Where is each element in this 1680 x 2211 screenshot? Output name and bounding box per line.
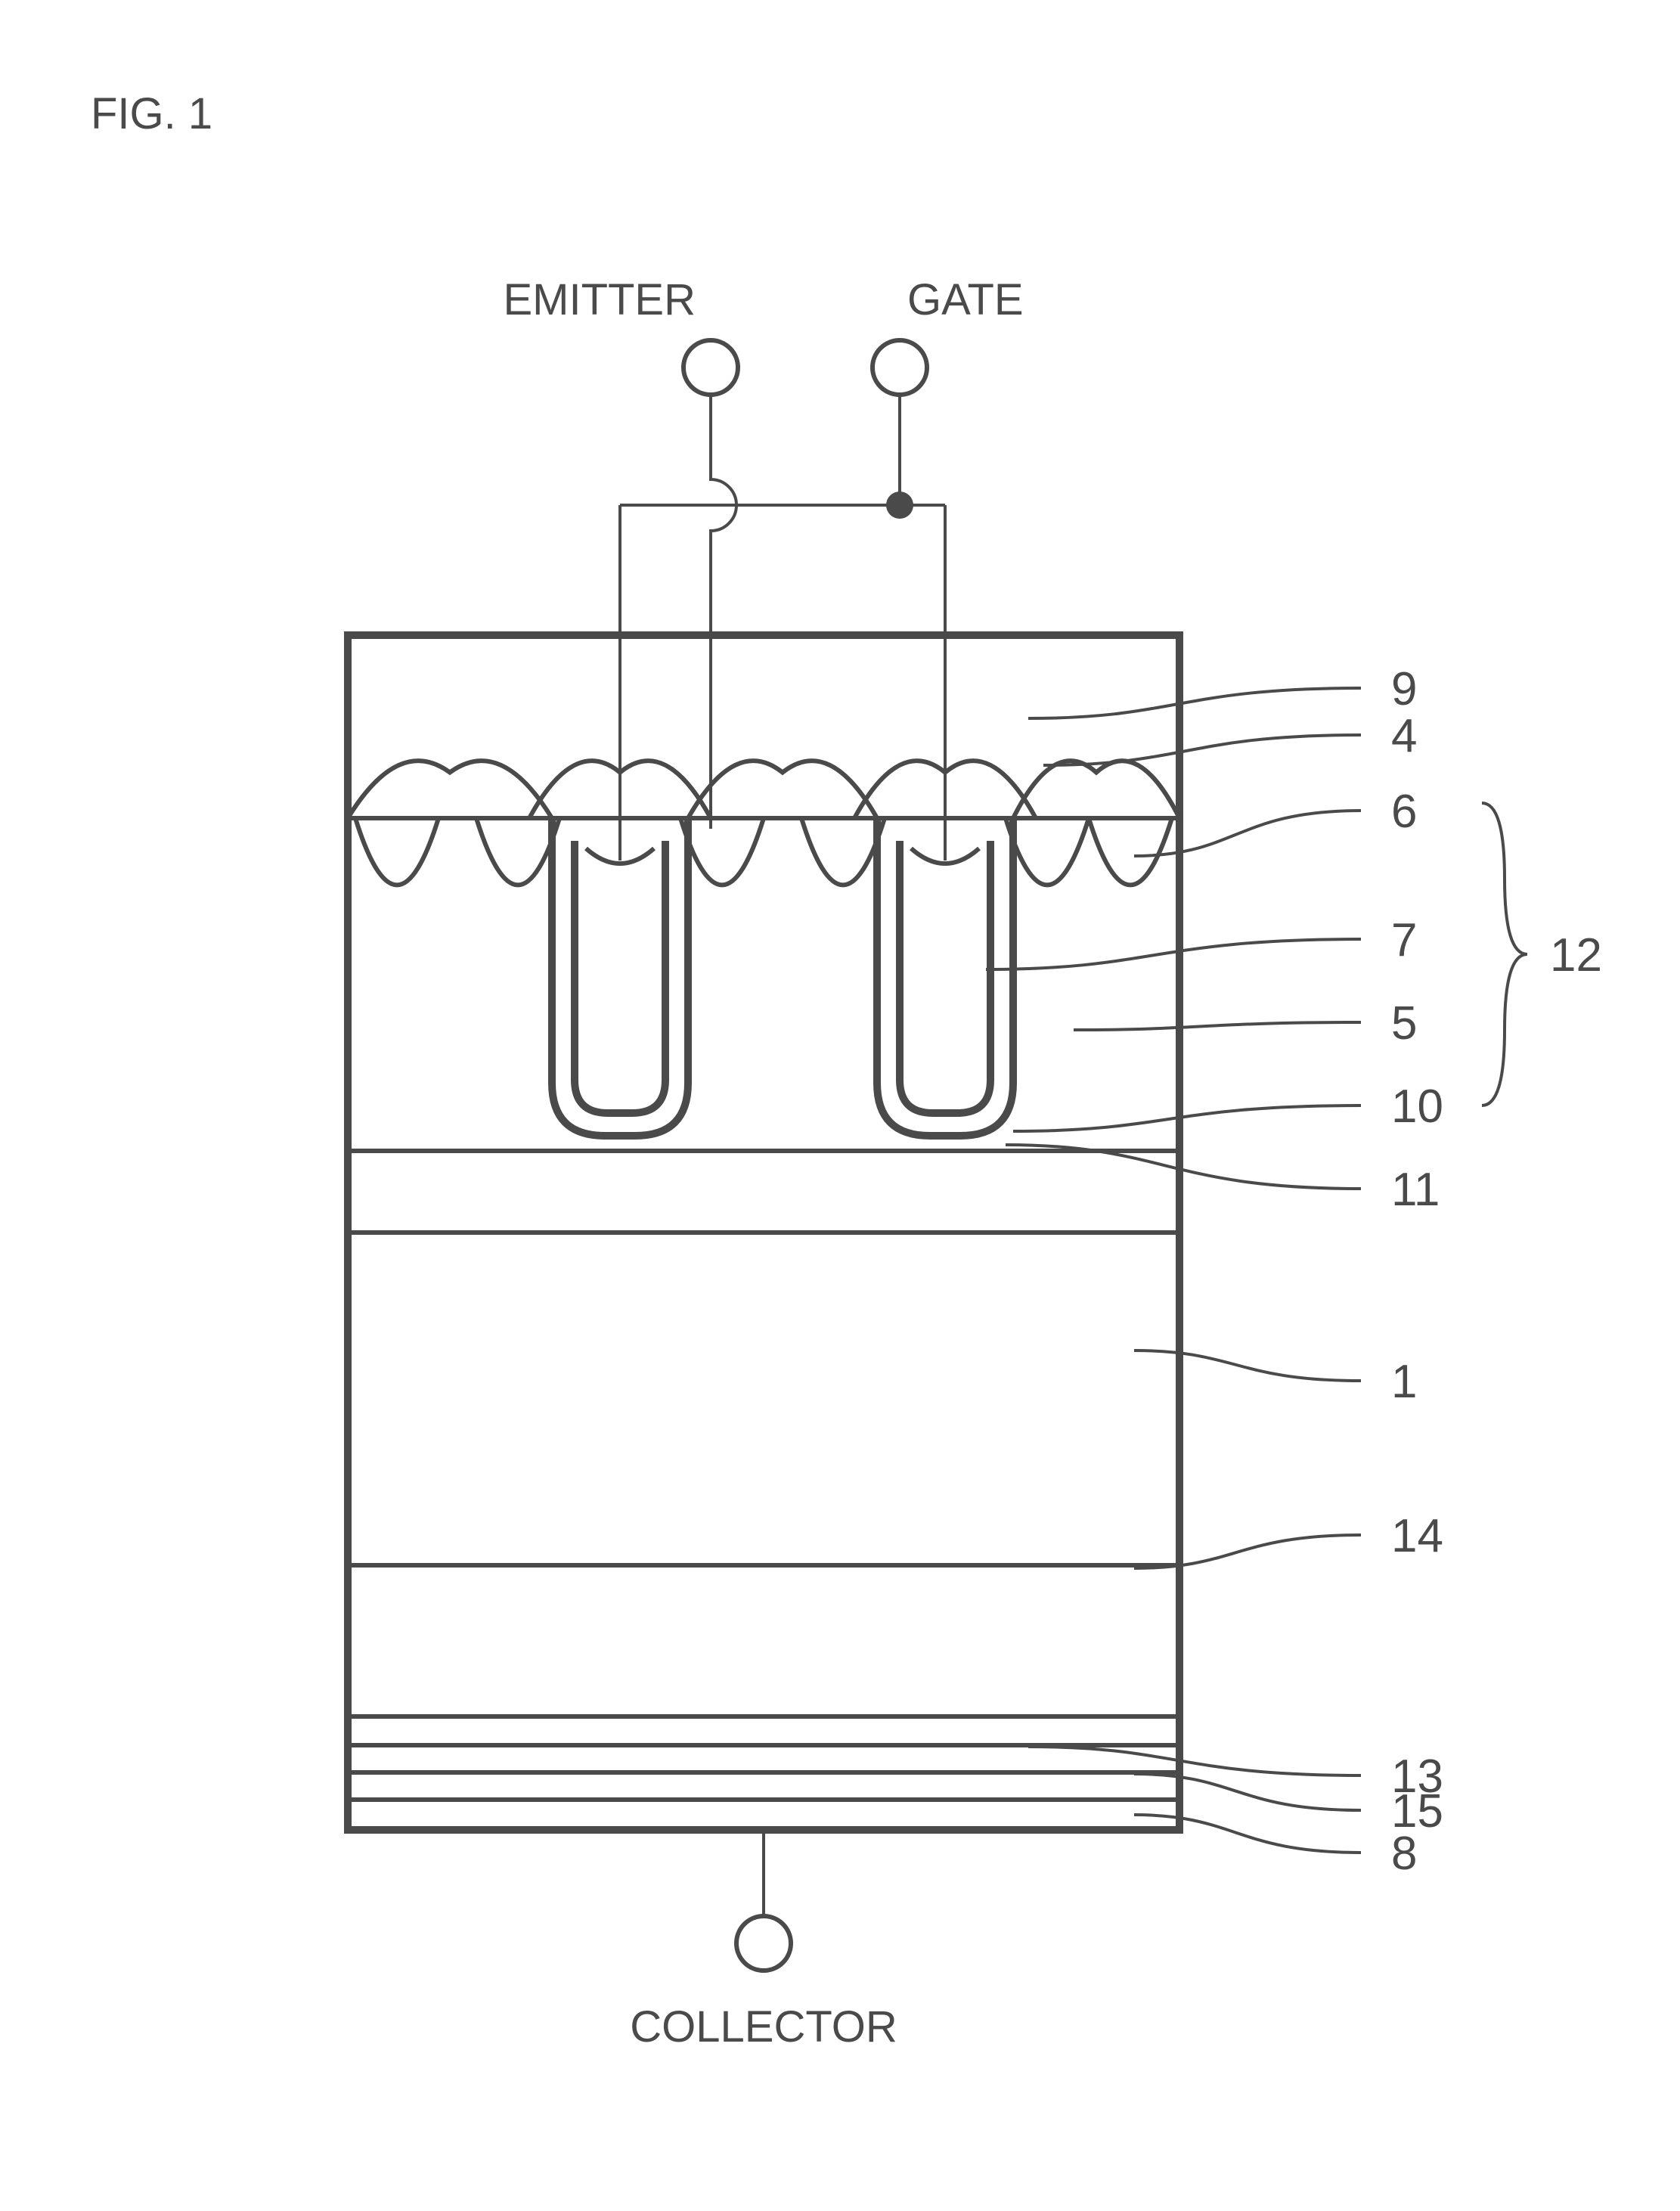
collector-label: COLLECTOR bbox=[630, 2002, 897, 2051]
oxide-mound-right bbox=[1013, 761, 1179, 818]
gate-junction-dot bbox=[886, 492, 913, 519]
callout-1: 1 bbox=[1391, 1356, 1417, 1408]
collector-terminal-icon bbox=[736, 1916, 791, 1971]
callout-7: 7 bbox=[1391, 914, 1417, 966]
callout-lead-9 bbox=[1028, 688, 1361, 718]
well-lobe-1 bbox=[476, 818, 559, 885]
callout-4: 4 bbox=[1391, 710, 1417, 762]
callout-lead-10 bbox=[1013, 1106, 1361, 1131]
trench-inner bbox=[575, 841, 665, 1113]
emitter-wire bbox=[711, 395, 736, 829]
brace-12 bbox=[1482, 803, 1527, 1106]
callout-lead-15 bbox=[1134, 1774, 1361, 1810]
emitter-label: EMITTER bbox=[503, 275, 696, 324]
callout-11: 11 bbox=[1391, 1164, 1440, 1216]
callout-8: 8 bbox=[1391, 1828, 1417, 1880]
callout-12: 12 bbox=[1550, 929, 1602, 981]
well-lobe-5 bbox=[1089, 818, 1172, 885]
figure-label: FIG. 1 bbox=[91, 89, 212, 138]
gate-label: GATE bbox=[907, 275, 1024, 324]
gate-terminal-icon bbox=[873, 340, 927, 395]
callout-9: 9 bbox=[1391, 663, 1417, 715]
trench-inner bbox=[900, 841, 990, 1113]
callout-lead-7 bbox=[986, 939, 1361, 969]
callout-5: 5 bbox=[1391, 997, 1417, 1050]
well-lobe-4 bbox=[1006, 818, 1089, 885]
emitter-terminal-icon bbox=[683, 340, 738, 395]
well-lobe-0 bbox=[355, 818, 439, 885]
callout-lead-4 bbox=[1043, 735, 1361, 765]
callout-lead-5 bbox=[1074, 1022, 1361, 1030]
oxide-mound-mid bbox=[688, 761, 877, 818]
well-lobe-2 bbox=[680, 818, 764, 885]
callout-lead-1 bbox=[1134, 1350, 1361, 1381]
callout-10: 10 bbox=[1391, 1081, 1443, 1133]
callout-6: 6 bbox=[1391, 786, 1417, 838]
oxide-mound-left bbox=[348, 761, 552, 818]
callout-14: 14 bbox=[1391, 1510, 1443, 1562]
well-lobe-3 bbox=[801, 818, 885, 885]
